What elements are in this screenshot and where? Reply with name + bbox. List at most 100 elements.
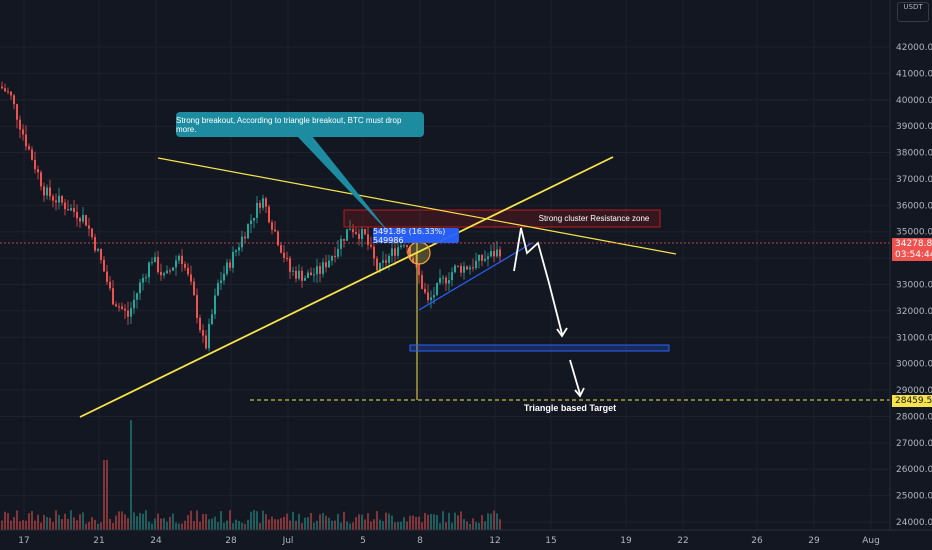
- candle-body: [121, 306, 123, 309]
- volume-bar: [181, 523, 183, 530]
- volume-bar: [436, 515, 438, 530]
- candle-body: [277, 231, 279, 246]
- breakout-circle: [407, 241, 431, 265]
- candle-body: [352, 229, 354, 233]
- volume-bar: [421, 522, 423, 530]
- candle-body: [187, 267, 189, 275]
- volume-bar: [145, 510, 147, 530]
- candle-body: [124, 308, 126, 311]
- volume-bar: [469, 523, 471, 530]
- price-tick-label: 35000.00: [896, 228, 932, 238]
- volume-bar: [52, 522, 54, 530]
- volume-bar: [25, 520, 27, 530]
- candle-body: [178, 255, 180, 261]
- candle-body: [106, 271, 108, 282]
- candle-body: [217, 283, 219, 296]
- volume-bar: [277, 519, 279, 530]
- candle-body: [160, 272, 162, 276]
- candle-body: [301, 270, 303, 281]
- candle-body: [40, 172, 42, 187]
- volume-bar: [442, 511, 444, 530]
- candle-body: [487, 256, 489, 260]
- volume-bar: [268, 519, 270, 530]
- volume-bar: [166, 521, 168, 530]
- price-tick-label: 37000.00: [896, 175, 932, 185]
- volume-bar: [199, 521, 201, 530]
- price-tick-label: 40000.00: [896, 96, 932, 106]
- breakout-callout[interactable]: Strong breakout, According to triangle b…: [176, 112, 424, 137]
- candle-body: [358, 233, 360, 239]
- volume-bar: [94, 519, 96, 530]
- target-price-badge: 28459.54: [892, 395, 932, 407]
- volume-bar: [433, 514, 435, 530]
- candle-body: [253, 217, 255, 221]
- volume-bar: [232, 523, 234, 530]
- volume-bar: [388, 513, 390, 530]
- volume-bar: [82, 512, 84, 530]
- candle-body: [34, 159, 36, 170]
- volume-bar: [406, 521, 408, 530]
- candle-body: [460, 265, 462, 273]
- candle-body: [238, 247, 240, 251]
- candle-body: [469, 267, 471, 270]
- volume-bar: [109, 518, 111, 530]
- countdown-badge: 03:54:44: [892, 249, 932, 261]
- volume-bar: [457, 515, 459, 530]
- candle-body: [136, 293, 138, 300]
- volume-bar: [367, 513, 369, 530]
- candle-body: [139, 282, 141, 294]
- candle-body: [433, 295, 435, 298]
- volume-bar: [43, 514, 45, 530]
- measure-label[interactable]: 5491.86 (16.33%) 549986: [373, 227, 459, 245]
- volume-bar: [22, 520, 24, 530]
- currency-label[interactable]: USDT: [897, 2, 929, 22]
- candle-body: [379, 262, 381, 271]
- candle-body: [478, 255, 480, 261]
- candle-body: [151, 262, 153, 264]
- volume-bar: [88, 521, 90, 530]
- volume-bar: [13, 517, 15, 530]
- candle-body: [292, 270, 294, 272]
- candle-body: [85, 215, 87, 226]
- candle-body: [400, 245, 402, 248]
- volume-bar: [289, 520, 291, 530]
- volume-bar: [76, 520, 78, 530]
- candle-body: [28, 146, 30, 150]
- candle-body: [268, 206, 270, 223]
- candle-body: [82, 215, 84, 222]
- volume-bar: [328, 517, 330, 530]
- arrowhead-1: [556, 327, 568, 338]
- volume-bar: [103, 460, 105, 530]
- candle-body: [340, 238, 342, 249]
- volume-bar: [493, 510, 495, 530]
- volume-bar: [292, 511, 294, 530]
- candle-body: [421, 275, 423, 289]
- candle-body: [175, 260, 177, 268]
- volume-bar: [478, 523, 480, 530]
- volume-bar: [97, 523, 99, 530]
- candle-body: [97, 248, 99, 251]
- volume-bar: [376, 511, 378, 530]
- volume-bar: [379, 519, 381, 530]
- volume-bar: [184, 520, 186, 530]
- volume-bar: [346, 521, 348, 530]
- candle-body: [259, 202, 261, 208]
- volume-bar: [358, 514, 360, 530]
- candle-body: [172, 267, 174, 271]
- volume-bars: [1, 420, 501, 530]
- volume-bar: [121, 511, 123, 530]
- volume-bar: [151, 523, 153, 530]
- volume-bar: [316, 520, 318, 530]
- candle-body: [436, 282, 438, 296]
- candle-body: [262, 198, 264, 208]
- volume-bar: [463, 519, 465, 530]
- volume-bar: [31, 511, 33, 530]
- candle-body: [394, 248, 396, 256]
- volume-bar: [115, 515, 117, 530]
- candle-body: [127, 310, 129, 317]
- volume-bar: [118, 511, 120, 530]
- volume-bar: [274, 519, 276, 530]
- candle-body: [181, 255, 183, 264]
- volume-bar: [187, 515, 189, 530]
